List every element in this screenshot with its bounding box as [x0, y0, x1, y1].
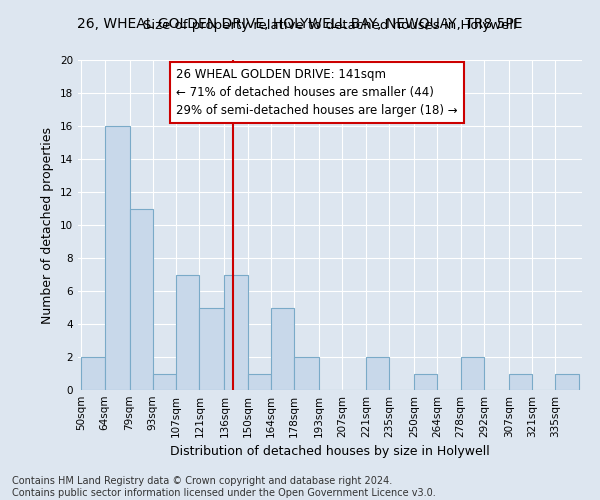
Bar [366, 357, 389, 390]
Bar [271, 308, 294, 390]
Y-axis label: Number of detached properties: Number of detached properties [41, 126, 55, 324]
Bar [294, 357, 319, 390]
Bar [82, 357, 104, 390]
Bar [509, 374, 532, 390]
Bar [556, 374, 578, 390]
Bar [224, 274, 248, 390]
Bar [176, 274, 199, 390]
Text: 26 WHEAL GOLDEN DRIVE: 141sqm
← 71% of detached houses are smaller (44)
29% of s: 26 WHEAL GOLDEN DRIVE: 141sqm ← 71% of d… [176, 68, 458, 117]
Bar [461, 357, 484, 390]
Bar [130, 208, 153, 390]
Text: Contains HM Land Registry data © Crown copyright and database right 2024.
Contai: Contains HM Land Registry data © Crown c… [12, 476, 436, 498]
Bar [104, 126, 130, 390]
Text: 26, WHEAL GOLDEN DRIVE, HOLYWELL BAY, NEWQUAY, TR8 5PE: 26, WHEAL GOLDEN DRIVE, HOLYWELL BAY, NE… [77, 18, 523, 32]
Title: Size of property relative to detached houses in Holywell: Size of property relative to detached ho… [143, 20, 517, 32]
Bar [199, 308, 224, 390]
Bar [153, 374, 176, 390]
X-axis label: Distribution of detached houses by size in Holywell: Distribution of detached houses by size … [170, 446, 490, 458]
Bar [414, 374, 437, 390]
Bar [248, 374, 271, 390]
